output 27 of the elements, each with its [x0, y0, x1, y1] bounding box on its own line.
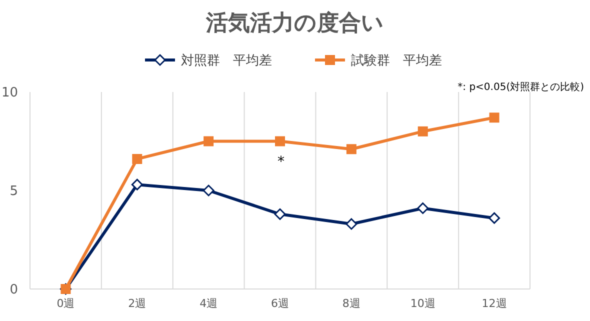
point: [131, 178, 143, 190]
point: [132, 154, 142, 164]
annotation: *: p<0.05(対照群との比較): [458, 81, 584, 93]
x-tick-label: 0週: [56, 297, 75, 310]
point: [488, 212, 500, 224]
x-tick-label: 8週: [342, 297, 360, 310]
point: [274, 208, 286, 220]
y-tick-label: 0: [10, 282, 18, 298]
point: [418, 126, 428, 136]
chart-title: 活気活力の度合い: [205, 10, 384, 36]
point: [346, 218, 358, 230]
x-tick-label: 12週: [482, 297, 507, 310]
point: [204, 136, 214, 146]
point: [346, 144, 356, 154]
point: [417, 202, 429, 214]
point: [202, 184, 214, 196]
y-tick-label: 10: [1, 86, 18, 101]
x-tick-label: 4週: [200, 297, 218, 310]
x-tick-label: 6週: [271, 297, 289, 310]
point: [275, 136, 285, 146]
x-tick-label: 2週: [128, 297, 146, 310]
y-tick-label: 5: [10, 184, 18, 200]
point: [489, 112, 500, 123]
legend-label: 対照群 平均差: [181, 52, 272, 69]
legend-label: 試験群 平均差: [351, 54, 442, 69]
x-tick-label: 10週: [410, 297, 436, 310]
annotation: *: [278, 154, 284, 170]
